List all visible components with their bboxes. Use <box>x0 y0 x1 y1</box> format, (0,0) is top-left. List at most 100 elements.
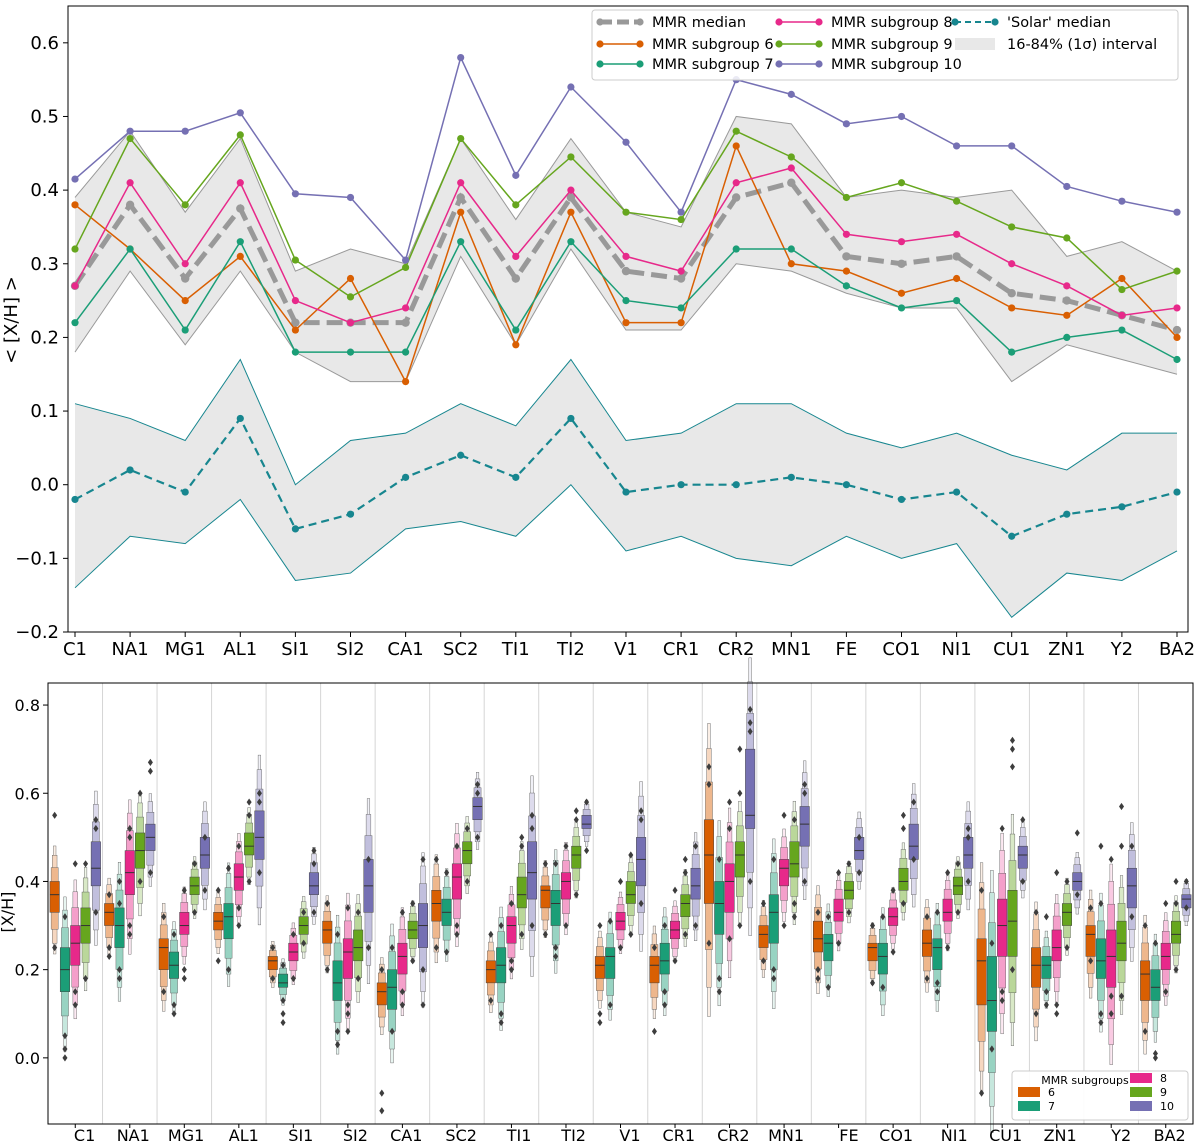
box-Y2-6 <box>1085 925 1096 957</box>
outlier-marker <box>62 1054 68 1062</box>
outlier-marker <box>1108 992 1114 1000</box>
outlier-marker <box>693 921 699 930</box>
outlier-marker <box>93 816 99 824</box>
outlier-marker <box>147 767 153 775</box>
outlier-marker <box>999 824 1005 833</box>
outlier-marker <box>682 869 688 877</box>
point-solar-CA1 <box>402 473 410 481</box>
bottom-xtick-label: V1 <box>619 1126 640 1144</box>
bottom-xtick-label: MN1 <box>768 1126 804 1144</box>
bottom-legend-swatch-8 <box>1130 1073 1152 1083</box>
bottom-xtick-label: CU1 <box>989 1126 1022 1144</box>
box-NI1-8 <box>942 898 953 922</box>
outlier-marker <box>1088 904 1094 912</box>
point-sg6-TI2 <box>567 208 575 216</box>
outlier-marker <box>965 877 971 886</box>
box-SI2-7 <box>332 960 343 1001</box>
point-sg8-CO1 <box>897 238 906 246</box>
outlier-marker <box>116 877 123 886</box>
outlier-marker <box>955 908 961 916</box>
outlier-marker <box>116 899 123 908</box>
box-C1-8 <box>70 925 81 966</box>
point-sg9-SC2 <box>457 134 465 143</box>
outlier-marker <box>1054 1001 1060 1009</box>
outlier-marker <box>1064 944 1070 952</box>
point-sg7-MN1 <box>787 245 795 253</box>
point-median-ZN1 <box>1062 296 1072 305</box>
outlier-marker <box>760 899 766 908</box>
top-ytick-label: 0.1 <box>30 401 59 422</box>
top-xtick-label: C1 <box>63 639 87 660</box>
legend-marker-sg7 <box>636 60 644 68</box>
outlier-marker <box>911 855 917 863</box>
outlier-marker <box>171 930 177 938</box>
outlier-marker <box>846 860 852 868</box>
outlier-marker <box>454 842 460 850</box>
point-solar-SC2 <box>457 451 465 459</box>
box-ZN1-9 <box>1061 903 1072 926</box>
outlier-marker <box>815 908 821 916</box>
bottom-xtick-label: C1 <box>74 1126 95 1144</box>
outlier-marker <box>246 877 252 886</box>
outlier-marker <box>399 1001 405 1009</box>
outlier-marker <box>93 908 99 916</box>
outlier-marker <box>444 948 450 956</box>
legend-label-sg10: MMR subgroup 10 <box>831 57 962 73</box>
point-sg7-AL1 <box>236 238 244 246</box>
outlier-marker <box>693 842 699 850</box>
point-sg8-CU1 <box>1008 260 1016 268</box>
outlier-marker <box>1163 988 1169 996</box>
point-sg6-CR2 <box>732 142 740 150</box>
outlier-marker <box>454 930 460 938</box>
point-solar-BA2 <box>1173 488 1181 496</box>
legend-label-solar: 'Solar' median <box>1007 15 1111 31</box>
outlier-marker <box>410 957 416 965</box>
outlier-marker <box>488 996 494 1005</box>
outlier-marker <box>1129 913 1135 921</box>
legend-label-sg7: MMR subgroup 7 <box>652 57 774 73</box>
outlier-marker <box>747 719 753 727</box>
point-sg6-BA2 <box>1173 333 1181 342</box>
outlier-marker <box>1142 1027 1148 1035</box>
point-sg10-Y2 <box>1118 197 1126 205</box>
box-CR2-9 <box>734 841 745 878</box>
point-sg6-CR1 <box>677 319 685 327</box>
outlier-marker <box>900 824 906 833</box>
top-ytick-label: 0.6 <box>30 33 59 54</box>
outlier-marker <box>900 899 906 908</box>
point-sg7-CR1 <box>677 304 685 312</box>
outlier-marker <box>662 988 668 996</box>
outlier-marker <box>791 913 797 921</box>
outlier-marker <box>345 904 351 912</box>
legend-marker-sg8 <box>815 18 823 26</box>
outlier-marker <box>989 1045 995 1053</box>
point-median-FE <box>842 252 851 261</box>
point-sg9-SI2 <box>346 293 355 301</box>
outlier-marker <box>379 1089 385 1097</box>
outlier-marker <box>553 944 559 952</box>
bottom-legend-swatch-6 <box>1018 1087 1040 1097</box>
point-solar-FE <box>842 481 851 489</box>
outlier-marker <box>662 1001 668 1009</box>
outlier-marker <box>1043 913 1049 921</box>
top-xtick-label: NI1 <box>941 639 971 660</box>
outlier-marker <box>410 899 416 908</box>
outlier-marker <box>137 877 143 886</box>
bottom-xtick-label: SI1 <box>288 1126 313 1144</box>
box-CR2-7 <box>714 881 725 935</box>
point-sg10-CA1 <box>402 256 410 264</box>
outlier-marker <box>727 798 733 806</box>
point-solar-Y2 <box>1118 503 1126 511</box>
point-sg8-V1 <box>622 252 630 260</box>
box-TI1-8 <box>506 916 517 944</box>
outlier-marker <box>934 988 940 996</box>
point-sg7-Y2 <box>1118 326 1126 334</box>
outlier-marker <box>1033 1010 1039 1018</box>
outlier-marker <box>880 983 886 991</box>
bottom-legend-swatch-10 <box>1130 1101 1152 1111</box>
point-sg8-Y2 <box>1118 311 1126 319</box>
outlier-marker <box>1173 899 1179 908</box>
outlier-marker <box>1183 904 1189 912</box>
outlier-marker <box>924 913 930 921</box>
outlier-marker <box>93 824 99 833</box>
